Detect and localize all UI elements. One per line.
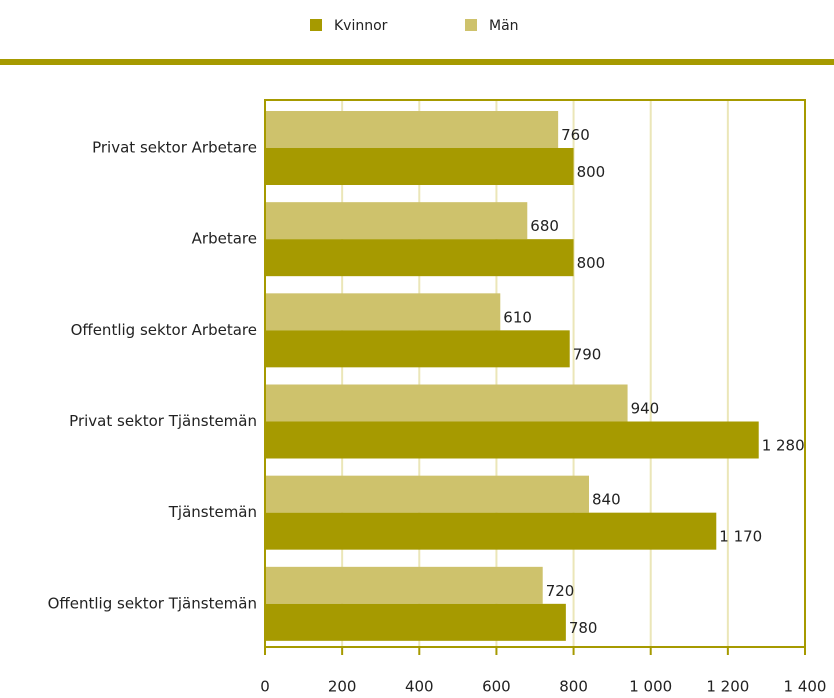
y-tick-label: Arbetare (192, 230, 257, 248)
x-tick-label: 800 (559, 678, 588, 696)
bar (265, 293, 501, 331)
value-label: 780 (569, 619, 598, 637)
x-tick-label: 1 200 (706, 678, 749, 696)
value-label: 760 (561, 126, 590, 144)
x-tick-label: 1 000 (629, 678, 672, 696)
bar (265, 148, 574, 185)
value-label: 840 (592, 491, 621, 509)
y-tick-label: Privat sektor Arbetare (92, 139, 257, 157)
bar (265, 603, 566, 641)
x-tick-label: 200 (328, 678, 357, 696)
value-label: 800 (577, 163, 606, 181)
x-tick-label: 600 (482, 678, 511, 696)
bar (265, 111, 559, 148)
y-tick-label: Offentlig sektor Arbetare (71, 321, 257, 339)
value-label: 720 (546, 582, 575, 600)
bar (265, 384, 628, 422)
bar (265, 202, 528, 240)
value-label: 800 (577, 254, 606, 272)
value-label: 940 (631, 400, 660, 418)
header-rule (0, 59, 834, 65)
bar (265, 421, 759, 459)
legend-label: Män (489, 18, 519, 34)
bar (265, 475, 589, 513)
bar (265, 512, 717, 550)
value-label: 1 170 (719, 528, 762, 546)
value-label: 790 (573, 345, 602, 363)
bar (265, 330, 570, 368)
y-tick-label: Tjänstemän (168, 503, 257, 521)
legend-label: Kvinnor (334, 18, 388, 34)
value-label: 680 (530, 217, 559, 235)
plot-frame (264, 99, 806, 648)
bar (265, 239, 574, 277)
legend-swatch (465, 19, 477, 31)
x-tick-label: 0 (260, 678, 270, 696)
y-tick-label: Offentlig sektor Tjänstemän (48, 594, 257, 612)
legend-swatch (310, 19, 322, 31)
y-tick-label: Privat sektor Tjänstemän (69, 412, 257, 430)
bar (265, 566, 543, 604)
x-tick-label: 1 400 (784, 678, 827, 696)
x-tick-label: 400 (405, 678, 434, 696)
value-label: 610 (503, 308, 532, 326)
value-label: 1 280 (762, 437, 805, 455)
